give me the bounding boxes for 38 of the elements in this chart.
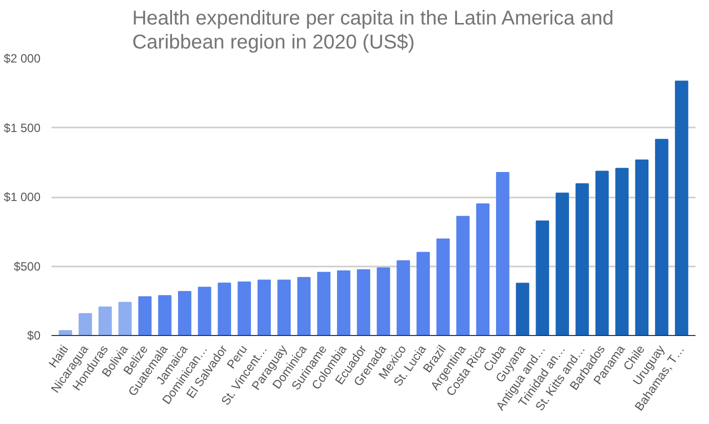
bar: [396, 260, 410, 336]
bar: [655, 138, 668, 336]
bar: [98, 306, 112, 336]
y-tick-label: $2 000: [4, 52, 41, 66]
bar: [436, 238, 450, 336]
bar: [416, 252, 430, 336]
bar: [277, 280, 291, 336]
y-tick-label: $1 000: [4, 190, 41, 204]
bar: [198, 286, 212, 336]
bar: [317, 272, 330, 336]
bar: [178, 290, 192, 336]
bar: [238, 282, 251, 336]
bar: [58, 330, 72, 336]
bar: [635, 160, 648, 336]
bar: [376, 267, 390, 336]
y-tick-label: $500: [14, 259, 41, 274]
chart-title: Health expenditure per capita in the Latin America and Caribbean region in 2020 (US$): [132, 7, 614, 54]
bar: [595, 170, 609, 336]
bar: [297, 276, 311, 336]
bar: [78, 313, 92, 336]
y-tick-label: $0: [27, 328, 41, 342]
y-tick-label: $1 500: [4, 120, 41, 135]
bar: [118, 302, 132, 336]
bar: [218, 282, 232, 336]
bar: [615, 168, 629, 336]
bar: [456, 216, 470, 336]
bar: [356, 269, 370, 336]
bar: [496, 172, 510, 336]
bar: [674, 80, 688, 336]
bar: [258, 280, 271, 336]
bar: [158, 295, 172, 336]
bar: [536, 220, 550, 336]
bar: [556, 192, 569, 336]
bar: [476, 203, 490, 336]
bar: [138, 296, 152, 336]
bar: [337, 270, 350, 336]
bar: [516, 282, 530, 336]
bar: [576, 183, 589, 336]
